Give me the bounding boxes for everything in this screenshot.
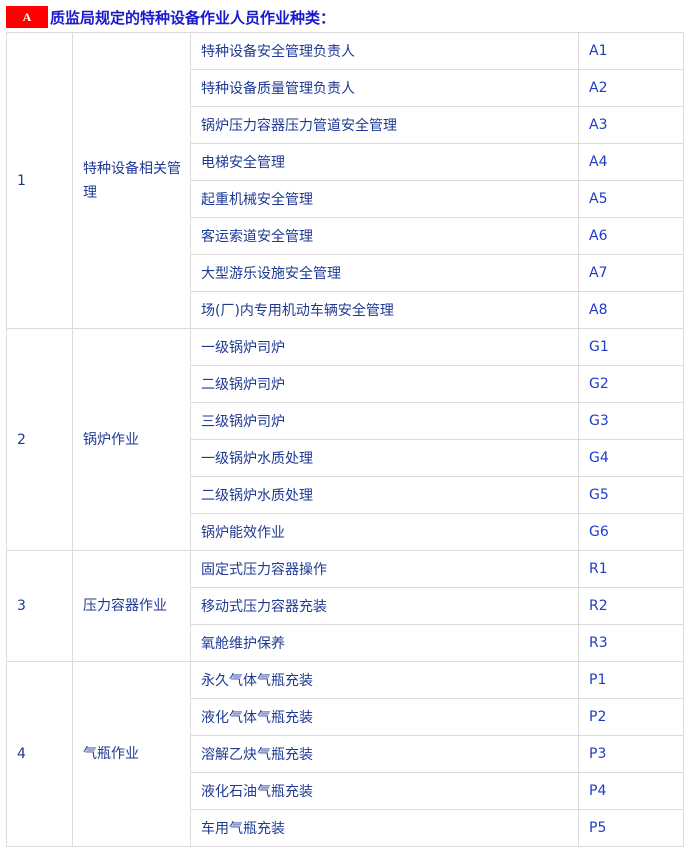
table-row: 移动式压力容器充装 R2 [7,587,684,625]
table-row: 场(厂)内专用机动车辆安全管理 A8 [7,291,684,329]
table-row: 2 锅炉作业 一级锅炉司炉 G1 [6,328,684,551]
job-code: G1 [578,328,684,366]
table-row: 4 气瓶作业 永久气体气瓶充装 P1 [6,661,684,847]
table-row: 锅炉压力容器压力管道安全管理 A3 [7,106,684,144]
section-heading: A 质监局规定的特种设备作业人员作业种类： [6,6,335,28]
group-name: 压力容器作业 [72,550,191,662]
job-code: P4 [578,772,684,810]
table-row: 二级锅炉司炉 G2 [7,365,684,403]
job-code: A7 [578,254,684,292]
job-name: 二级锅炉水质处理 [190,476,579,514]
group-name: 特种设备相关管理 [72,32,191,329]
job-code: A1 [578,32,684,70]
job-name: 场(厂)内专用机动车辆安全管理 [190,291,579,329]
job-name: 特种设备质量管理负责人 [190,69,579,107]
table-row: 溶解乙炔气瓶充装 P3 [7,735,684,773]
job-name: 电梯安全管理 [190,143,579,181]
job-name: 二级锅炉司炉 [190,365,579,403]
job-code: A6 [578,217,684,255]
job-code: G4 [578,439,684,477]
table-row: 二级锅炉水质处理 G5 [7,476,684,514]
job-name: 移动式压力容器充装 [190,587,579,625]
job-code: R1 [578,550,684,588]
job-name: 液化气体气瓶充装 [190,698,579,736]
job-name: 特种设备安全管理负责人 [190,32,579,70]
job-name: 一级锅炉司炉 [190,328,579,366]
table-row: 起重机械安全管理 A5 [7,180,684,218]
job-category-table: 1 特种设备相关管理 特种设备安全管理负责人 A1 特种设备质量管理负责人 A2 锅炉压力容… [6,32,684,847]
job-code: P2 [578,698,684,736]
job-name: 氧舱维护保养 [190,624,579,662]
job-name: 一级锅炉水质处理 [190,439,579,477]
job-name: 永久气体气瓶充装 [190,661,579,699]
table-row: 特种设备质量管理负责人 A2 [7,69,684,107]
table-row: 锅炉能效作业 G6 [7,513,684,551]
job-code: R2 [578,587,684,625]
job-code: R3 [578,624,684,662]
job-code: G5 [578,476,684,514]
job-code: A4 [578,143,684,181]
group-number: 4 [6,661,73,847]
table-row: 客运索道安全管理 A6 [7,217,684,255]
job-code: P1 [578,661,684,699]
table-row: 液化气体气瓶充装 P2 [7,698,684,736]
job-name: 三级锅炉司炉 [190,402,579,440]
group-name: 气瓶作业 [72,661,191,847]
job-code: P3 [578,735,684,773]
group-number: 2 [6,328,73,551]
group-number: 3 [6,550,73,662]
job-name: 溶解乙炔气瓶充装 [190,735,579,773]
job-name: 液化石油气瓶充装 [190,772,579,810]
table-row: 氧舱维护保养 R3 [7,624,684,662]
table-row: 三级锅炉司炉 G3 [7,402,684,440]
job-name: 锅炉压力容器压力管道安全管理 [190,106,579,144]
group-name: 锅炉作业 [72,328,191,551]
job-code: A2 [578,69,684,107]
job-code: A3 [578,106,684,144]
table-row: 3 压力容器作业 固定式压力容器操作 R1 [6,550,684,662]
job-name: 客运索道安全管理 [190,217,579,255]
section-badge: A [6,6,48,28]
table-row: 液化石油气瓶充装 P4 [7,772,684,810]
job-code: G3 [578,402,684,440]
job-code: A5 [578,180,684,218]
job-code: G6 [578,513,684,551]
job-code: G2 [578,365,684,403]
table-row: 大型游乐设施安全管理 A7 [7,254,684,292]
table-row: 电梯安全管理 A4 [7,143,684,181]
job-name: 起重机械安全管理 [190,180,579,218]
group-number: 1 [6,32,73,329]
section-title: 质监局规定的特种设备作业人员作业种类： [50,8,336,27]
job-name: 大型游乐设施安全管理 [190,254,579,292]
job-code: A8 [578,291,684,329]
job-name: 固定式压力容器操作 [190,550,579,588]
table-row: 1 特种设备相关管理 特种设备安全管理负责人 A1 [6,32,684,329]
job-name: 锅炉能效作业 [190,513,579,551]
